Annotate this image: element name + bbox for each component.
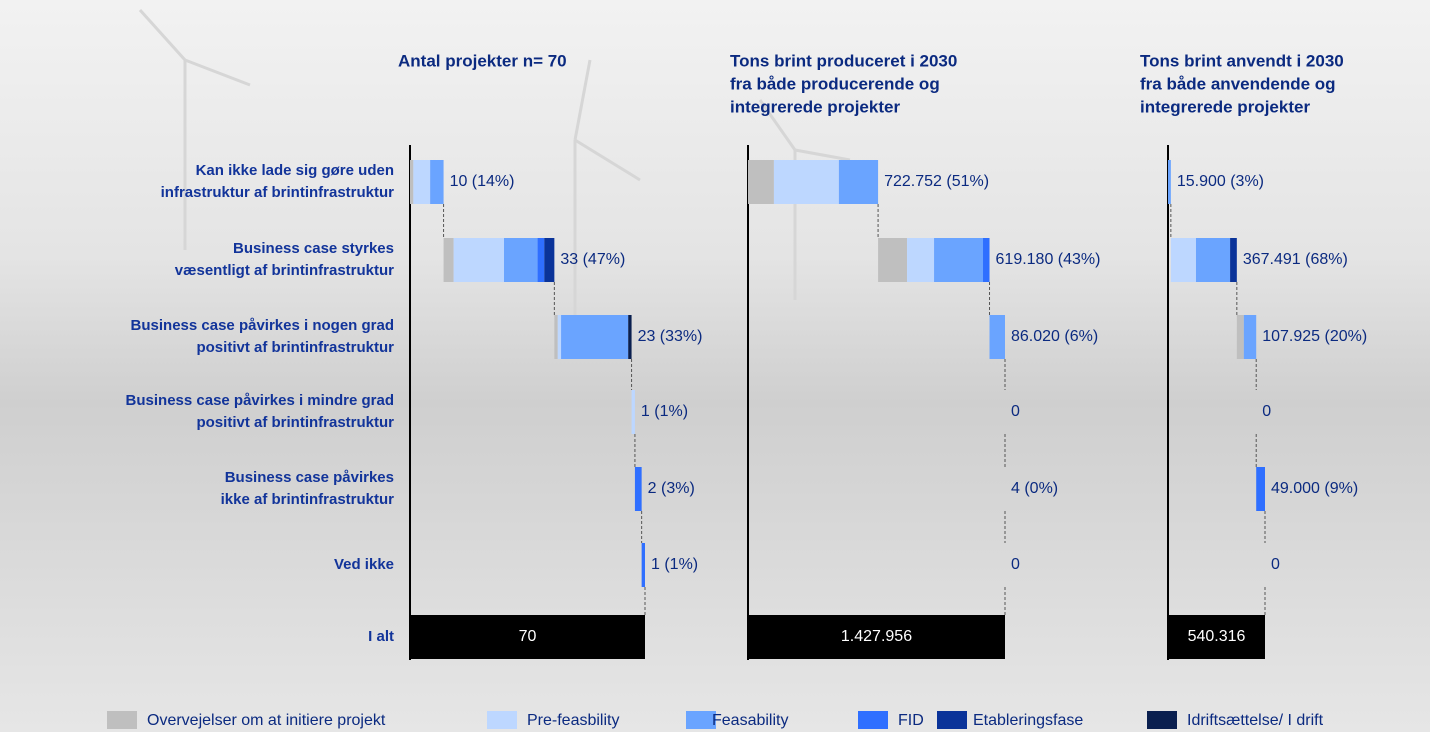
chart-title: Tons brint produceret i 2030	[730, 51, 957, 70]
category-label: Business case påvirkes i nogen grad	[131, 317, 394, 334]
chart: Kan ikke lade sig gøre uden infrastruktur…	[0, 0, 1430, 732]
legend-swatch	[858, 711, 888, 729]
category-label: I alt	[368, 628, 394, 645]
bar-segment	[504, 238, 538, 282]
bar-segment	[990, 315, 1005, 359]
value-label: 0	[1011, 403, 1020, 420]
bar-segment	[642, 543, 645, 587]
bar-segment	[1171, 238, 1196, 282]
bar-segment	[554, 315, 557, 359]
value-label: 10 (14%)	[450, 173, 515, 190]
category-label: positivt af brintinfrastruktur	[196, 414, 394, 431]
total-label: 70	[519, 628, 537, 645]
category-label: Ved ikke	[334, 556, 394, 573]
bar-segment	[934, 238, 983, 282]
bar-segment	[878, 238, 907, 282]
legend-label: Pre-feasbility	[527, 712, 619, 729]
value-label: 23 (33%)	[638, 328, 703, 345]
value-label: 1 (1%)	[641, 403, 688, 420]
chart-title: integrerede projekter	[730, 97, 900, 116]
total-label: 1.427.956	[841, 628, 912, 645]
value-label: 15.900 (3%)	[1177, 173, 1264, 190]
category-label: Business case påvirkes	[225, 469, 394, 486]
value-label: 722.752 (51%)	[884, 173, 989, 190]
category-label: Business case styrkes	[233, 240, 394, 257]
bar-segment	[907, 238, 934, 282]
bar-segment	[983, 238, 990, 282]
bar-segment	[1237, 315, 1244, 359]
chart-title: Tons brint anvendt i 2030	[1140, 51, 1344, 70]
bar-segment	[410, 160, 413, 204]
value-label: 0	[1011, 556, 1020, 573]
category-label: infrastruktur af brintinfrastruktur	[161, 184, 395, 201]
value-label: 33 (47%)	[560, 251, 625, 268]
category-label: Business case påvirkes i mindre grad	[126, 392, 394, 409]
legend-swatch	[1147, 711, 1177, 729]
bar-segment	[632, 390, 635, 434]
bar-segment	[444, 238, 454, 282]
chart-title: fra både producerende og	[730, 74, 940, 93]
total-label: 540.316	[1188, 628, 1246, 645]
legend-swatch	[107, 711, 137, 729]
category-label: væsentligt af brintinfrastruktur	[175, 262, 394, 279]
value-label: 107.925 (20%)	[1262, 328, 1367, 345]
value-label: 1 (1%)	[651, 556, 698, 573]
bar-segment	[454, 238, 504, 282]
bar-segment	[1168, 160, 1171, 204]
bar-segment	[413, 160, 430, 204]
bar-segment	[1244, 315, 1256, 359]
value-label: 86.020 (6%)	[1011, 328, 1098, 345]
bar-segment	[558, 315, 561, 359]
value-label: 619.180 (43%)	[996, 251, 1101, 268]
value-label: 49.000 (9%)	[1271, 480, 1358, 497]
category-label: positivt af brintinfrastruktur	[196, 339, 394, 356]
value-label: 367.491 (68%)	[1243, 251, 1348, 268]
bar-segment	[430, 160, 443, 204]
category-label: Kan ikke lade sig gøre uden	[196, 162, 394, 179]
bar-segment	[1256, 467, 1265, 511]
bar-segment	[774, 160, 839, 204]
legend-label: Feasability	[712, 712, 788, 729]
value-label: 0	[1271, 556, 1280, 573]
bar-segment	[839, 160, 878, 204]
chart-title: Antal projekter n= 70	[398, 51, 567, 70]
category-label: ikke af brintinfrastruktur	[221, 491, 395, 508]
value-label: 0	[1262, 403, 1271, 420]
bar-segment	[538, 238, 545, 282]
bar-segment	[544, 238, 554, 282]
value-label: 4 (0%)	[1011, 480, 1058, 497]
bar-segment	[628, 315, 631, 359]
chart-title: integrerede projekter	[1140, 97, 1310, 116]
chart-title: fra både anvendende og	[1140, 74, 1336, 93]
legend-label: Idriftsættelse/ I drift	[1187, 712, 1324, 729]
legend-label: Overvejelser om at initiere projekt	[147, 712, 386, 729]
legend-swatch	[487, 711, 517, 729]
legend-swatch	[937, 711, 967, 729]
legend-label: FID	[898, 712, 924, 729]
bar-segment	[635, 467, 642, 511]
bar-segment	[561, 315, 628, 359]
legend-label: Etableringsfase	[973, 712, 1083, 729]
value-label: 2 (3%)	[648, 480, 695, 497]
bar-segment	[1196, 238, 1230, 282]
bar-segment	[1230, 238, 1237, 282]
bar-segment	[748, 160, 774, 204]
